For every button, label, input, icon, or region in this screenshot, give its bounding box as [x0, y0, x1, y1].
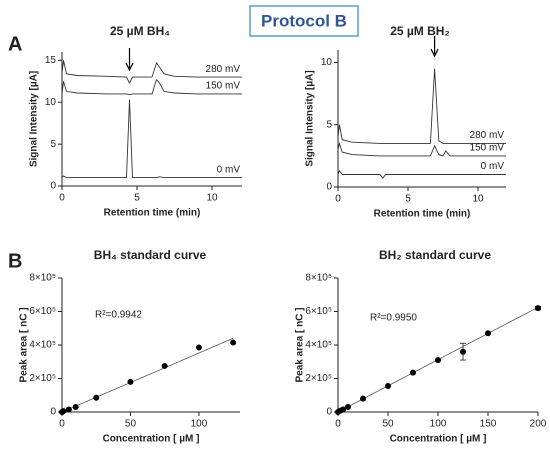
- data-point: [72, 403, 79, 410]
- x-tick-label: 50: [125, 419, 137, 430]
- chart-title: BH₄ standard curve: [94, 248, 207, 262]
- y-tick-label: 15: [45, 55, 57, 66]
- data-point: [460, 348, 466, 355]
- x-tick-label: 10: [206, 193, 218, 204]
- y-tick-label: 5: [326, 119, 332, 130]
- arrow: [430, 36, 439, 58]
- data-point: [360, 395, 366, 402]
- y-tick-label: 10: [321, 57, 333, 68]
- y-axis-label: Signal Intensity [µA]: [29, 71, 40, 167]
- y-tick-label: 0: [50, 181, 56, 192]
- x-tick-label: 150: [480, 419, 497, 430]
- chart-title: 25 µM BH₄: [110, 24, 170, 38]
- y-tick-label: 4×10⁵: [29, 340, 56, 351]
- data-point: [435, 357, 441, 364]
- x-axis-label: Retention time (min): [104, 208, 201, 219]
- y-tick-label: 6×10⁵: [29, 306, 56, 317]
- data-point: [161, 362, 168, 369]
- x-axis-label: Concentration [ µM ]: [390, 434, 487, 445]
- fit-line: [61, 337, 234, 413]
- x-tick-label: 0: [335, 194, 341, 205]
- y-tick-label: 6×10⁵: [305, 306, 332, 317]
- data-point: [195, 344, 202, 351]
- y-axis-label: Peak area [ nC ]: [295, 307, 306, 382]
- data-point: [340, 406, 346, 413]
- y-tick-label: 4×10⁵: [305, 340, 332, 351]
- panel-label: A: [8, 33, 22, 55]
- y-axis-label: Peak area [ nC ]: [19, 307, 30, 382]
- data-point: [535, 305, 541, 312]
- chart-title: BH₂ standard curve: [379, 248, 491, 262]
- data-point: [410, 369, 416, 376]
- data-point: [93, 394, 100, 401]
- x-tick-label: 100: [430, 419, 447, 430]
- data-point: [60, 408, 67, 415]
- trace: [61, 99, 242, 179]
- x-tick-label: 5: [405, 194, 411, 205]
- trace-label: 0 mV: [481, 161, 505, 172]
- arrow: [125, 48, 134, 72]
- trace-label: 280 mV: [206, 64, 241, 75]
- header-box: [249, 5, 359, 37]
- trace-label: 150 mV: [206, 81, 241, 92]
- x-axis-label: Concentration [ µM ]: [103, 434, 200, 445]
- y-tick-label: 2×10⁵: [305, 373, 332, 384]
- x-tick-label: 10: [472, 194, 484, 205]
- y-tick-label: 8×10⁵: [29, 273, 56, 284]
- trace-label: 150 mV: [470, 143, 505, 154]
- trace: [337, 141, 506, 157]
- trace-label: 0 mV: [217, 164, 241, 175]
- y-tick-label: 5: [50, 139, 56, 150]
- figure-title: Protocol B: [261, 11, 347, 30]
- data-point: [230, 339, 237, 346]
- x-tick-label: 50: [382, 419, 394, 430]
- trace: [61, 60, 242, 84]
- data-point: [65, 406, 72, 413]
- trace-label: 280 mV: [470, 130, 505, 141]
- y-axis-label: Signal Intensity [µA]: [305, 70, 316, 166]
- x-tick-label: 5: [134, 193, 140, 204]
- x-tick-label: 0: [59, 419, 65, 430]
- data-point: [385, 383, 391, 390]
- trace: [61, 78, 242, 96]
- x-axis-label: Retention time (min): [374, 209, 471, 220]
- y-tick-label: 0: [326, 182, 332, 193]
- y-tick-label: 2×10⁵: [29, 373, 56, 384]
- x-tick-label: 200: [530, 419, 547, 430]
- data-point: [127, 378, 134, 385]
- chart-title: 25 µM BH₂: [390, 24, 450, 38]
- data-point: [485, 330, 491, 337]
- trace: [337, 169, 506, 180]
- y-tick-label: 0: [50, 407, 56, 418]
- annotation: R²=0.9942: [95, 310, 142, 321]
- panel-label: B: [8, 250, 22, 272]
- x-tick-label: 0: [335, 419, 341, 430]
- y-tick-label: 0: [326, 407, 332, 418]
- y-tick-label: 10: [45, 97, 57, 108]
- x-tick-label: 100: [191, 419, 208, 430]
- y-tick-label: 8×10⁵: [305, 273, 332, 284]
- trace: [337, 68, 506, 144]
- annotation: R²=0.9950: [370, 313, 417, 324]
- data-point: [345, 403, 351, 410]
- x-tick-label: 0: [59, 193, 65, 204]
